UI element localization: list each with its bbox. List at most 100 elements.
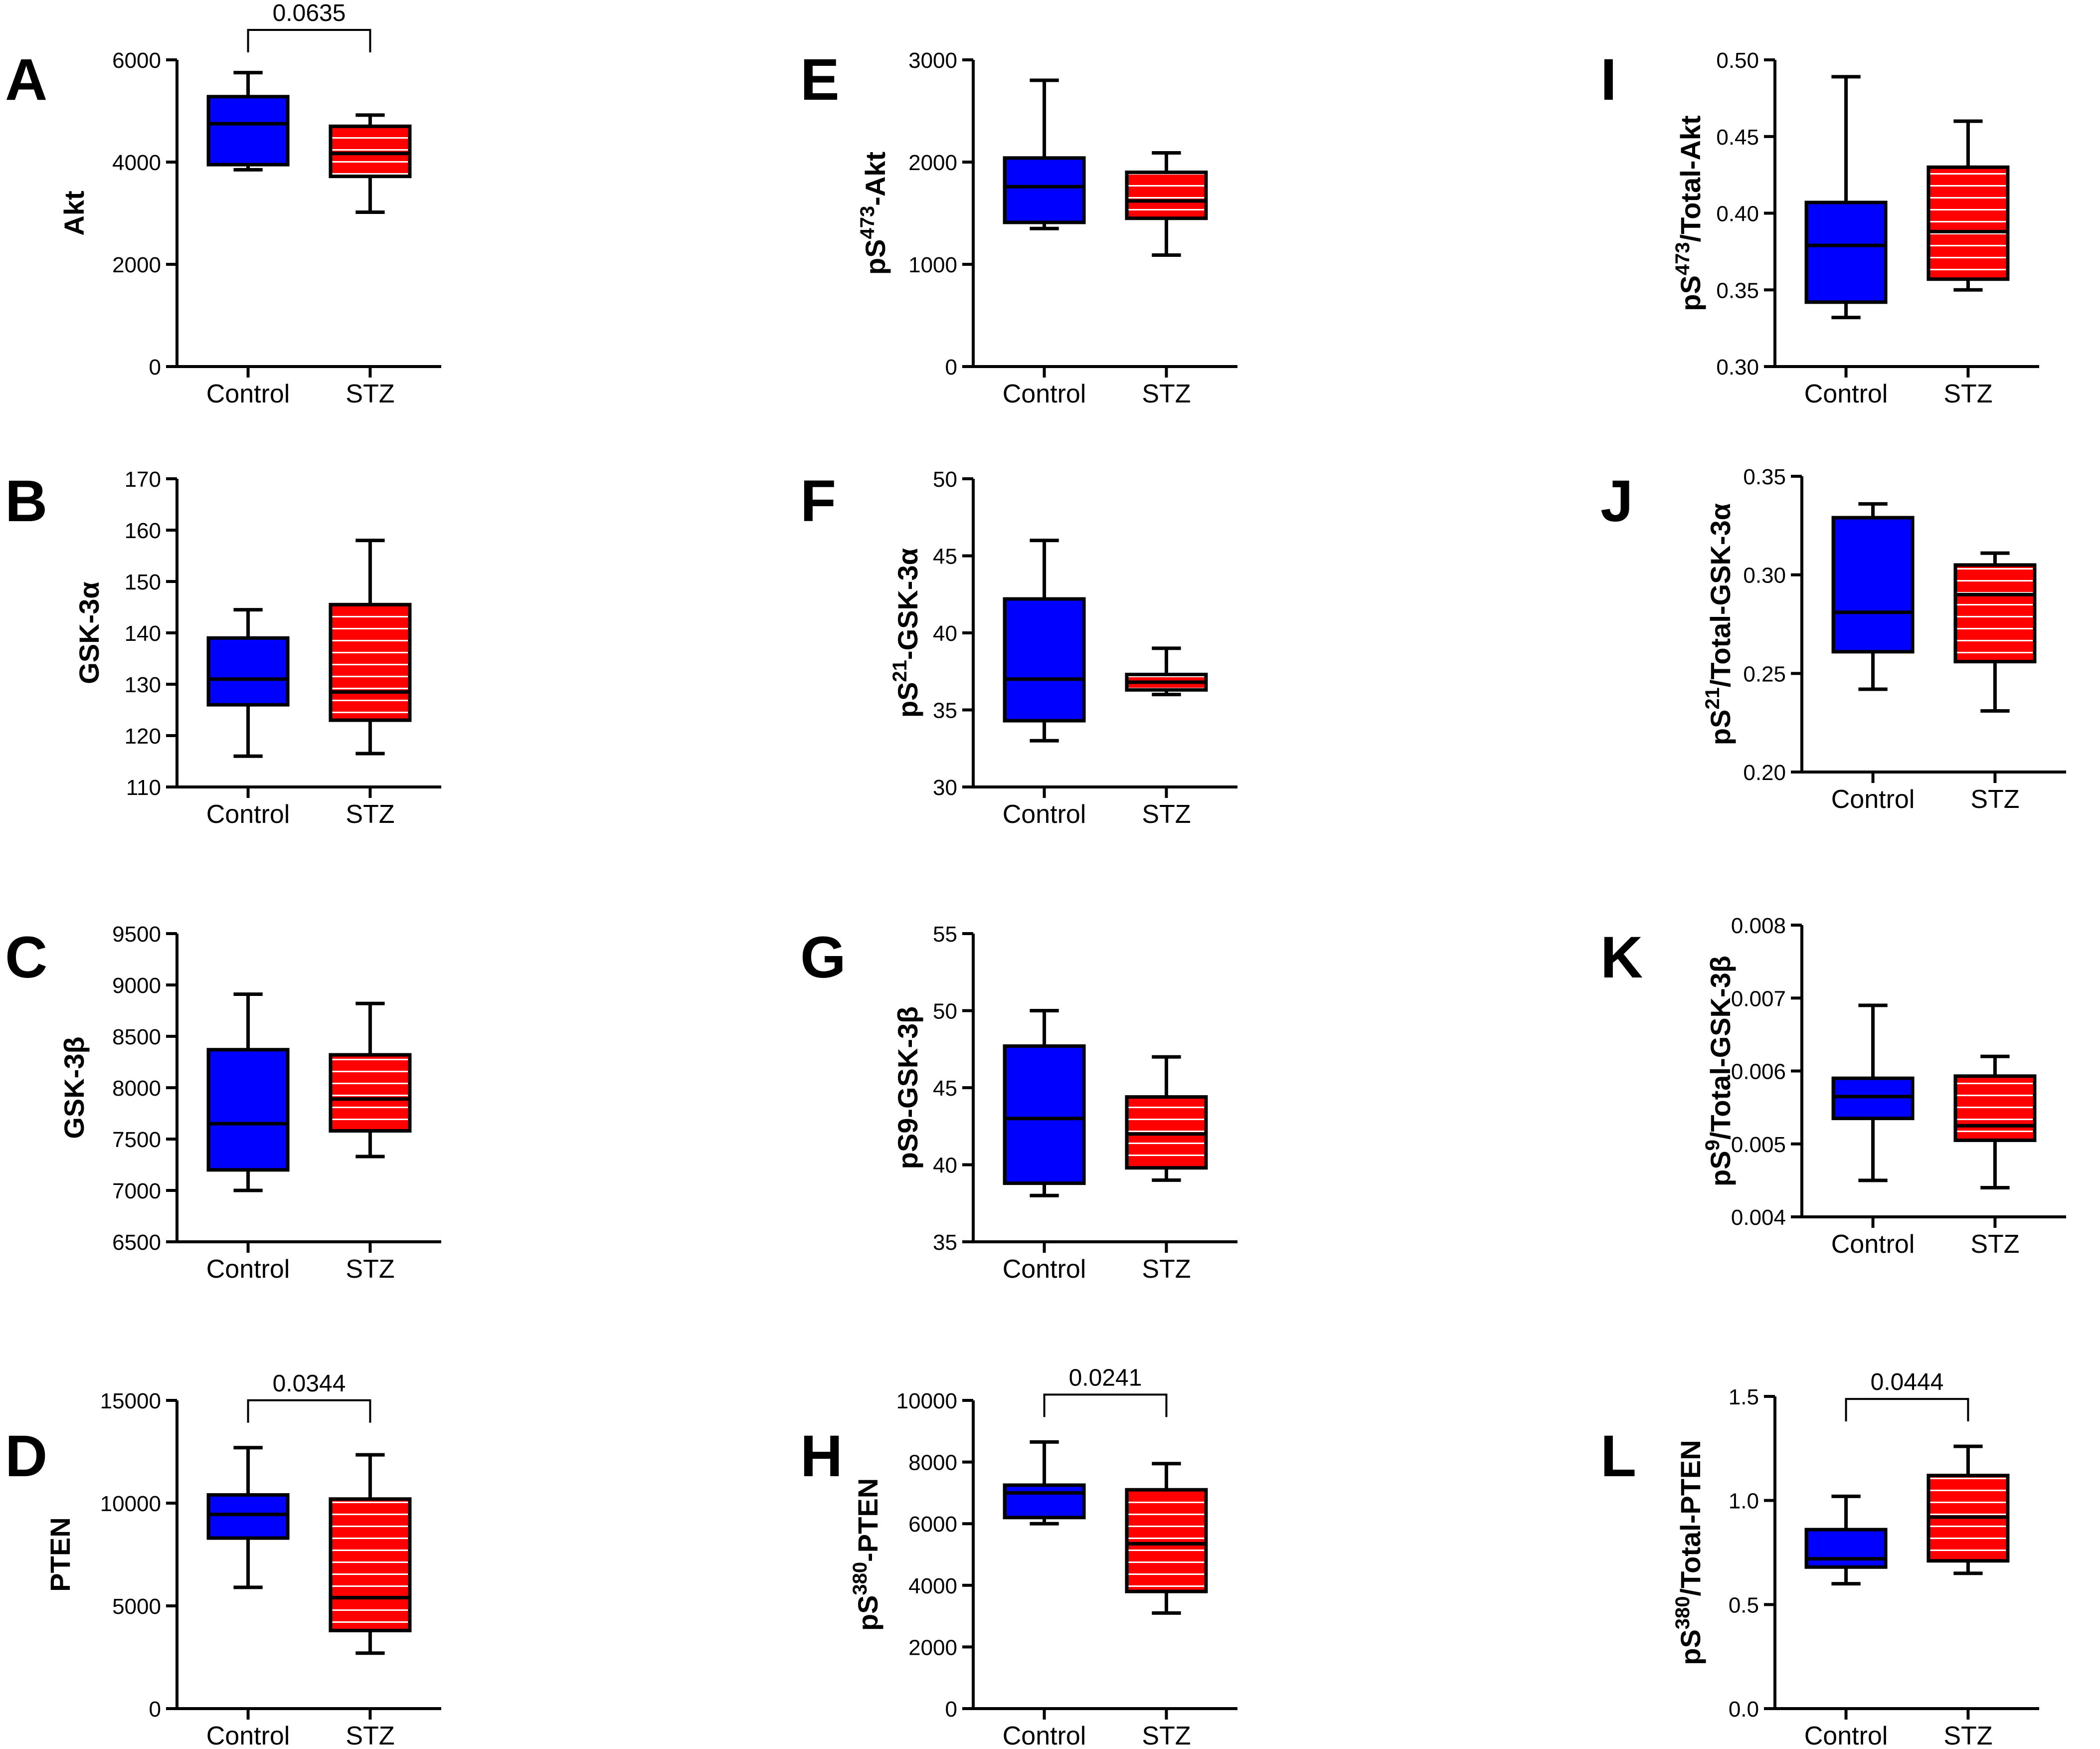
y-tick-label: 0.30 [1716,355,1759,380]
y-tick-label: 9000 [112,973,161,998]
box-stz [1125,1462,1208,1615]
iqr-box [206,1048,290,1172]
y-axis-label: pS380-PTEN [849,1478,883,1631]
y-tick-label: 3000 [908,48,957,73]
iqr-box [1926,165,2010,281]
y-tick-label: 7000 [112,1179,161,1203]
y-tick-label: 0.50 [1716,48,1759,73]
box-stz [329,539,412,756]
panel-l: L 0.0 0.5 1.0 1.5 Control STZ pS380/Total-PTEN 0… [1600,1369,2039,1749]
x-category-label: Control [1831,1230,1915,1259]
panel-i: I 0.30 0.35 0.40 0.45 0.50 Control STZ pS473/Tot… [1600,47,2039,408]
panel-letter: B [5,468,47,534]
y-tick-label: 4000 [112,151,161,175]
y-tick-label: 6500 [112,1230,161,1255]
x-category-label: Control [206,380,290,408]
panel-letter: F [800,468,836,534]
x-category-label: STZ [1943,1722,1992,1749]
y-axis-label: PTEN [44,1517,76,1591]
y-tick-label: 45 [933,1076,957,1101]
box-control [206,992,290,1192]
box-control [206,608,290,758]
box-stz [1125,1055,1208,1182]
box-control [1003,78,1086,230]
panel-letter: G [800,925,846,990]
y-tick-label: 0.35 [1743,465,1786,489]
y-tick-label: 0 [945,355,957,380]
panel-b: B 110 120 130 140 150 160 170 Control STZ GSK-3α [5,467,441,829]
significance-bracket [1043,1393,1168,1417]
x-category-label: Control [1003,1722,1086,1749]
iqr-box [329,1053,412,1133]
x-category-label: STZ [1142,1255,1191,1284]
y-axis-label: pS21/Total-GSK-3α [1702,503,1736,745]
y-tick-label: 170 [125,467,161,492]
x-category-label: Control [1003,800,1086,829]
y-axis-label: pS9-GSK-3β [892,1006,923,1169]
y-tick-label: 1.5 [1729,1385,1759,1409]
x-category-label: STZ [346,800,394,829]
panel-letter: K [1600,925,1643,990]
box-stz [1953,1054,2037,1189]
box-control [1003,1440,1086,1526]
panel-h: H 0 2000 4000 6000 8000 10000 Control STZ pS380-P… [800,1364,1237,1749]
y-tick-label: 15000 [100,1389,161,1413]
x-category-label: Control [206,800,290,829]
iqr-box [329,602,412,722]
panel-a: A 0 2000 4000 6000 Control STZ Akt 0.0635 [5,0,441,408]
iqr-box [329,1497,412,1632]
iqr-box [1003,1483,1086,1520]
iqr-box [1003,597,1086,723]
panel-letter: C [5,925,47,990]
x-category-label: Control [1003,380,1086,408]
box-control [1003,1009,1086,1197]
y-tick-label: 0.008 [1731,914,1786,938]
y-tick-label: 6000 [112,48,161,73]
y-tick-label: 110 [126,776,161,800]
y-tick-label: 0 [149,355,161,380]
x-category-label: Control [1804,1722,1888,1749]
y-tick-label: 2000 [908,1635,957,1660]
box-control [1804,75,1888,320]
iqr-box [206,95,290,167]
x-category-label: Control [1831,785,1915,814]
x-category-label: Control [1804,380,1888,408]
y-tick-label: 150 [125,570,161,594]
y-tick-label: 6000 [908,1512,957,1537]
y-tick-label: 0.20 [1743,761,1786,785]
y-axis-label: pS473/Total-Akt [1672,115,1706,311]
panel-k: K 0.004 0.005 0.006 0.007 0.008 Control STZ pS9/… [1600,914,2066,1259]
iqr-box [1125,171,1208,220]
box-stz [1926,1444,2010,1575]
x-category-label: STZ [346,1255,394,1284]
box-control [1831,1003,1915,1182]
y-axis-label: pS380/Total-PTEN [1672,1440,1706,1665]
iqr-box [1831,1076,1915,1121]
iqr-box [1953,1074,2037,1142]
y-tick-label: 8500 [112,1025,161,1049]
panel-letter: J [1600,468,1633,534]
x-category-label: STZ [346,1722,394,1749]
panel-letter: L [1600,1423,1636,1489]
p-value-label: 0.0344 [273,1370,346,1397]
y-axis-label: pS21-GSK-3α [889,548,923,718]
y-tick-label: 9500 [112,922,161,947]
box-stz [1953,551,2037,713]
iqr-box [1831,516,1915,654]
panel-letter: A [5,47,47,113]
y-axis-label: pS9/Total-GSK-3β [1702,956,1736,1186]
y-tick-label: 5000 [112,1594,161,1619]
iqr-box [1003,1044,1086,1185]
y-tick-label: 0 [149,1697,161,1722]
box-control [206,71,290,172]
significance-bracket [247,1399,371,1423]
x-category-label: STZ [1142,380,1191,408]
panel-c: C 6500 7000 7500 8000 8500 9000 9500 Control STZ G… [5,922,441,1284]
y-tick-label: 0.25 [1743,662,1786,686]
panel-d: D 0 5000 10000 15000 Control STZ PTEN 0.0344 [5,1370,441,1749]
y-tick-label: 2000 [908,151,957,175]
y-tick-label: 130 [125,673,161,697]
significance-bracket [1845,1398,1969,1422]
x-category-label: STZ [1142,1722,1191,1749]
y-axis-label: Akt [58,191,90,235]
